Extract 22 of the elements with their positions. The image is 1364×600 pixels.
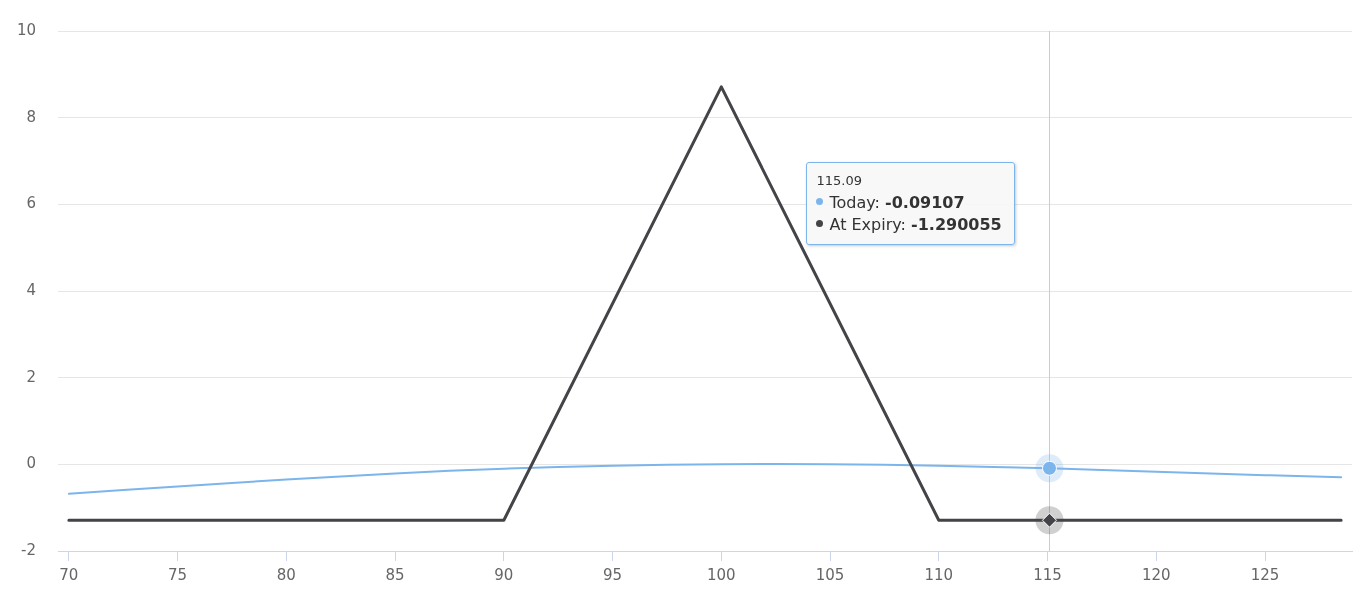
x-tick-label: 85 (385, 565, 405, 584)
y-tick-label: 10 (16, 20, 36, 39)
x-tick-label: 70 (59, 565, 79, 584)
annotation: 115.09 (816, 172, 863, 190)
y-tick-label: 4 (26, 280, 36, 299)
x-tick-label: 95 (603, 565, 623, 584)
y-tick-label: -2 (21, 540, 36, 559)
x-tick-label: 120 (1141, 565, 1171, 584)
annotation: Today: -0.09107 (829, 193, 965, 212)
x-tick-label: 80 (276, 565, 296, 584)
x-tick-label: 115 (1033, 565, 1062, 584)
x-tick-label: 75 (168, 565, 188, 584)
annotation: At Expiry: -1.290055 (829, 215, 1002, 234)
y-tick-label: 2 (26, 367, 36, 386)
y-tick-label: 8 (26, 107, 36, 126)
x-tick-label: 100 (706, 565, 736, 584)
y-tick-label: 6 (26, 194, 36, 213)
x-tick-label: 90 (494, 565, 514, 584)
x-tick-label: 105 (815, 565, 845, 584)
y-tick-label: 0 (26, 454, 36, 473)
x-tick-label: 110 (924, 565, 954, 584)
x-tick-label: 125 (1250, 565, 1280, 584)
